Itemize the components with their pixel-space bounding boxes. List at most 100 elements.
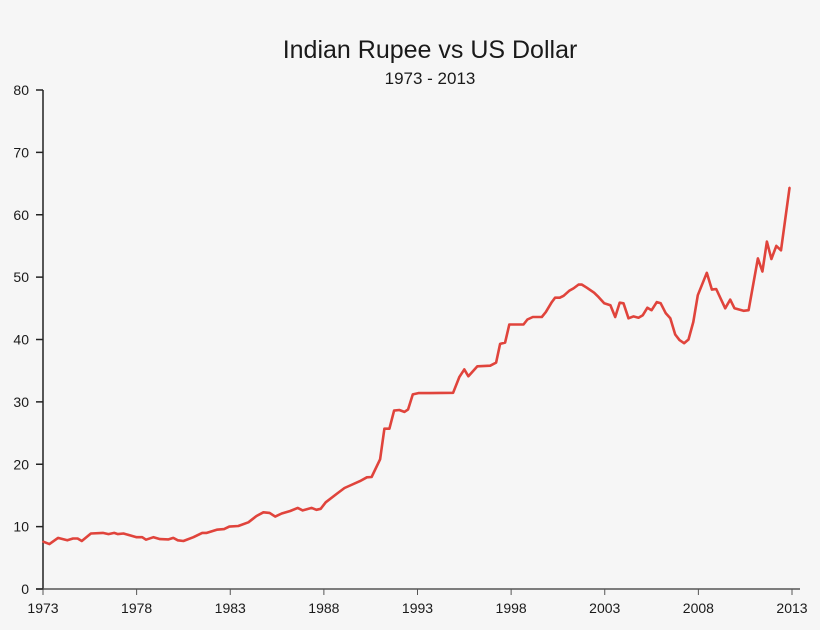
- chart-subtitle: 1973 - 2013: [385, 69, 476, 88]
- y-tick-label: 20: [13, 456, 29, 472]
- data-point: [504, 341, 506, 344]
- data-point: [458, 376, 461, 378]
- data-point: [632, 315, 635, 318]
- data-point: [90, 532, 92, 535]
- data-point: [711, 288, 713, 291]
- data-point: [489, 364, 491, 367]
- data-point: [499, 343, 501, 345]
- chart-title: Indian Rupee vs US Dollar: [283, 36, 578, 64]
- data-point: [526, 318, 529, 321]
- y-tick-label: 10: [13, 519, 29, 535]
- x-tick-label: 1988: [308, 600, 339, 616]
- data-point: [757, 257, 759, 260]
- data-point: [192, 536, 195, 539]
- data-point: [697, 294, 699, 297]
- data-point: [57, 537, 59, 539]
- data-point: [274, 515, 276, 518]
- x-tick-label: 1973: [27, 600, 58, 616]
- data-point: [289, 510, 291, 512]
- data-point: [674, 333, 676, 336]
- data-point: [659, 302, 662, 305]
- data-point: [780, 249, 782, 252]
- data-point: [247, 521, 250, 524]
- data-point: [729, 298, 732, 301]
- data-point: [641, 314, 644, 316]
- data-point: [452, 391, 454, 394]
- data-point: [715, 288, 717, 290]
- data-point: [152, 536, 155, 539]
- data-point: [296, 507, 299, 509]
- y-tick-label: 40: [13, 332, 29, 348]
- x-tick-label: 2008: [683, 600, 714, 616]
- data-point: [172, 537, 175, 539]
- data-point: [113, 532, 115, 534]
- data-point: [80, 540, 83, 542]
- data-point: [508, 323, 511, 326]
- data-point: [122, 532, 125, 535]
- data-point: [766, 240, 768, 243]
- data-point: [366, 476, 368, 479]
- data-point: [646, 306, 649, 309]
- data-point: [117, 533, 119, 535]
- data-point: [678, 339, 681, 341]
- data-point: [683, 342, 685, 345]
- data-point: [541, 316, 543, 318]
- data-point: [107, 533, 110, 535]
- data-point: [324, 501, 327, 504]
- data-point: [593, 291, 595, 294]
- data-point: [255, 515, 258, 517]
- data-point: [135, 536, 138, 539]
- y-tick-label: 70: [13, 144, 29, 160]
- data-point: [349, 484, 351, 487]
- data-point: [379, 458, 381, 461]
- x-tick-label: 1993: [402, 600, 433, 616]
- y-tick-label: 50: [13, 269, 29, 285]
- data-point: [637, 316, 640, 319]
- data-point: [761, 270, 764, 273]
- data-point: [627, 317, 630, 320]
- x-tick-label: 1978: [121, 600, 152, 616]
- data-point: [554, 296, 556, 299]
- data-point: [664, 312, 667, 315]
- data-point: [687, 338, 690, 341]
- data-point: [66, 539, 69, 542]
- data-point: [42, 540, 44, 543]
- data-point: [429, 392, 431, 394]
- data-point: [393, 409, 395, 412]
- data-point: [141, 536, 144, 539]
- data-point: [775, 245, 778, 247]
- x-tick-label: 2013: [776, 600, 807, 616]
- data-point: [262, 511, 265, 514]
- data-point: [692, 321, 695, 323]
- data-point: [522, 323, 525, 326]
- data-point: [336, 492, 338, 495]
- data-point: [581, 283, 583, 286]
- data-point: [572, 287, 575, 290]
- x-tick-label: 1998: [496, 600, 527, 616]
- data-point: [315, 508, 318, 511]
- data-point: [215, 528, 218, 531]
- data-point: [403, 411, 406, 413]
- data-point: [747, 309, 750, 311]
- data-point: [585, 286, 588, 289]
- data-point: [388, 427, 391, 430]
- y-tick-label: 80: [13, 82, 29, 98]
- data-point: [568, 290, 570, 292]
- data-point: [407, 408, 409, 411]
- data-point: [177, 539, 179, 542]
- data-point: [559, 296, 561, 299]
- data-point: [102, 532, 104, 534]
- data-point: [359, 480, 361, 482]
- data-point: [398, 409, 401, 411]
- data-point: [476, 365, 479, 368]
- series: [42, 186, 791, 546]
- data-point: [76, 537, 79, 540]
- axes: 0 10 20 30 40 50 60 70 80 1973 1978 1983 1988 1993 199…: [13, 82, 807, 616]
- data-point: [319, 508, 322, 510]
- data-point: [237, 525, 240, 527]
- data-point: [343, 487, 346, 489]
- data-point: [228, 525, 231, 528]
- data-point: [383, 427, 386, 430]
- data-point: [201, 532, 203, 534]
- data-point: [48, 543, 51, 545]
